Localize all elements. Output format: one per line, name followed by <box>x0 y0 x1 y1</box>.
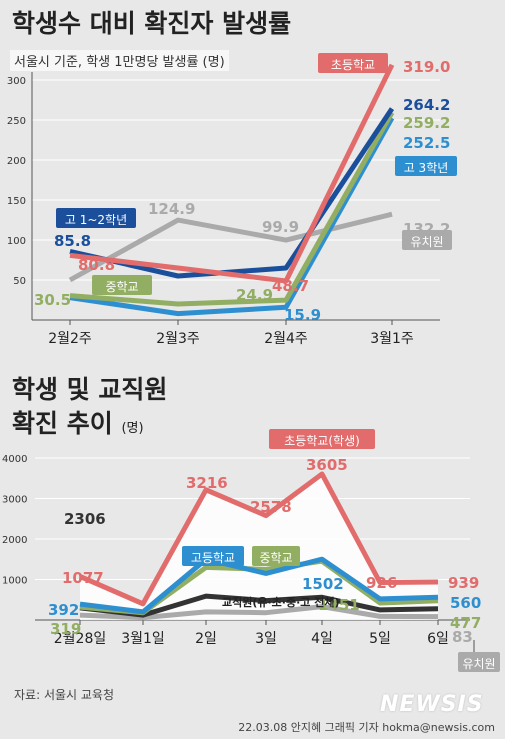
chart1-xtick-label: 3월1주 <box>370 331 414 347</box>
chart2-data-label: 1077 <box>62 569 104 587</box>
chart1-ytick-label: 50 <box>13 276 26 287</box>
source-note: 자료: 서울시 교육청 <box>14 688 114 702</box>
chart1-ytick-label: 200 <box>7 156 26 167</box>
chart2-series-line <box>79 604 439 621</box>
chart2-legend-high-bg <box>182 546 244 566</box>
chart2-series-line <box>79 471 439 607</box>
credit-line: 22.03.08 안지혜 그래픽 기자 hokma@newsis.com <box>238 721 495 734</box>
chart1-data-label: 99.9 <box>262 218 299 236</box>
chart1-ytick-label: 250 <box>7 116 26 127</box>
chart1-data-label: 80.8 <box>78 256 115 274</box>
chart2-legend-elementary: 초등학교(학생) <box>284 434 360 448</box>
chart1-data-label: 48.7 <box>272 277 309 295</box>
chart1-legend-high12: 고 1~2학년 <box>65 213 127 227</box>
chart2-series-line <box>79 556 439 615</box>
chart2-legend-middle: 중학교 <box>259 551 292 565</box>
chart1-xtick-label: 2월3주 <box>156 331 200 347</box>
chart1-data-label: 252.5 <box>403 134 450 152</box>
chart2-data-label: 392 <box>48 601 79 619</box>
chart2-ytick-label: 4000 <box>2 454 27 465</box>
chart1-ytick-label: 100 <box>7 236 26 247</box>
chart1-series-line <box>69 63 395 284</box>
chart2-ytick-label: 1000 <box>2 576 27 587</box>
chart1-series-line <box>68 211 393 283</box>
chart2-legend-elementary-bg <box>269 429 375 449</box>
chart2-ytick-label: 3000 <box>2 495 27 506</box>
chart2-data-label: 83 <box>452 628 473 646</box>
chart2-data-label: 3605 <box>306 456 348 474</box>
chart2-title-line1: 학생 및 교직원 <box>12 375 168 404</box>
chart1-subtitle: 서울시 기준, 학생 1만명당 발생률 (명) <box>10 50 229 71</box>
chart2-data-label: 2578 <box>250 498 292 516</box>
chart1-data-label: 85.8 <box>54 232 91 250</box>
chart1-data-label: 15.9 <box>284 306 321 324</box>
chart2-xtick-label: 5일 <box>369 631 391 647</box>
chart2-data-label: 319 <box>50 620 81 638</box>
chart1-data-label: 124.9 <box>148 200 195 218</box>
chart1-legend-elementary-bg <box>318 53 388 73</box>
chart2-data-label: 560 <box>450 594 481 612</box>
chart2-data-label: 477 <box>450 614 481 632</box>
chart2-data-label: 926 <box>366 574 397 592</box>
chart1-ytick-label: 150 <box>7 196 26 207</box>
chart2-data-label: 1502 <box>302 575 344 593</box>
chart1-legend-kinder: 유치원 <box>410 235 443 249</box>
chart2-title-line2: 확진 추이 (명) <box>12 404 144 440</box>
chart1-legend-middle: 중학교 <box>105 280 138 294</box>
chart2-legend-kinder: 유치원 <box>462 657 495 671</box>
chart2-xtick-label: 4일 <box>311 631 333 647</box>
chart1-legend-high3: 고 3학년 <box>404 161 449 175</box>
chart1-legend-elementary: 초등학교 <box>331 58 375 72</box>
chart2-xtick-label: 2월28일 <box>54 631 106 647</box>
chart2-xtick-label: 6일 <box>427 631 449 647</box>
chart1-data-label: 264.2 <box>403 96 450 114</box>
chart2-xtick-label: 3월1일 <box>121 631 165 647</box>
chart1-data-label: 259.2 <box>403 114 450 132</box>
chart1-series-line <box>69 116 395 317</box>
chart1-data-label: 30.5 <box>34 291 71 309</box>
chart1-series-line <box>69 111 395 307</box>
chart2-legend-kinder-bg <box>458 652 500 672</box>
newsis-watermark: NEWSIS <box>380 692 484 717</box>
chart2-legend-high: 고등학교 <box>191 551 235 565</box>
chart1-title: 학생수 대비 확진자 발생률 <box>12 9 292 38</box>
chart2-title-text: 확진 추이 <box>12 409 113 438</box>
chart1-legend-middle-bg <box>92 275 152 295</box>
chart2-data-label: 2306 <box>64 510 106 528</box>
chart2-data-label: 939 <box>448 574 479 592</box>
chart1-data-label: 319.0 <box>403 58 450 76</box>
chart1-ytick-label: 300 <box>7 76 26 87</box>
chart1-data-label: 24.9 <box>236 286 273 304</box>
chart2-legend-middle-bg <box>252 546 300 566</box>
chart2-ytick-label: 2000 <box>2 535 27 546</box>
chart2-xtick-label: 3일 <box>255 631 277 647</box>
chart1-xtick-label: 2월2주 <box>48 331 92 347</box>
chart2-legend-staff: 교직원(유·초·중·고 전체) <box>222 595 340 609</box>
chart2-unit: (명) <box>121 421 144 436</box>
chart1-xtick-label: 2월4주 <box>264 331 308 347</box>
chart2-data-label: 1451 <box>318 596 360 614</box>
chart2-xtick-label: 2일 <box>195 631 217 647</box>
chart2-data-label: 3216 <box>186 474 228 492</box>
chart1-legend-high12-bg <box>56 208 136 228</box>
chart1-legend-kinder-bg <box>402 230 452 250</box>
chart1-legend-high3-bg <box>395 156 457 176</box>
